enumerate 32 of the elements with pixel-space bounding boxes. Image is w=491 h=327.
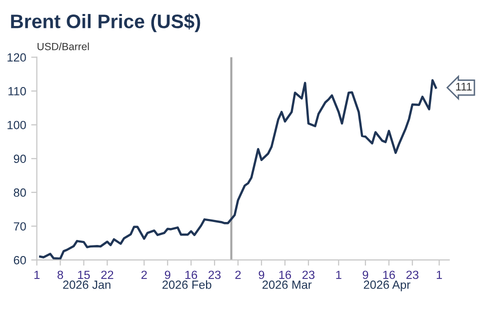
x-tick-label: 2 bbox=[141, 270, 147, 279]
y-tick-label: 90 bbox=[14, 154, 26, 163]
text: 2026 Jan bbox=[63, 280, 110, 289]
x-tick-label: 16 bbox=[185, 270, 198, 280]
text: 2026 Apr bbox=[364, 280, 410, 292]
y-axis-title: USD/Barrel bbox=[38, 42, 89, 50]
x-tick-label: 1 bbox=[436, 270, 442, 279]
x-tick-label: 15 bbox=[78, 270, 90, 280]
y-tick-label: 70 bbox=[14, 222, 26, 231]
y-tick-label: 60 bbox=[14, 256, 26, 264]
y-tick-label: 110 bbox=[8, 87, 26, 96]
x-tick-label: 9 bbox=[164, 270, 170, 280]
x-tick-label: 1 bbox=[34, 270, 40, 279]
x-tick-label: 8 bbox=[58, 270, 64, 280]
y-tick-label: 100 bbox=[8, 120, 26, 130]
chart-title: Brent Oil Price (US$) bbox=[11, 14, 200, 32]
x-tick-label: 16 bbox=[383, 270, 395, 280]
data-label: 111 bbox=[456, 82, 472, 91]
y-tick-label: 120 bbox=[8, 53, 26, 62]
x-tick-label: 9 bbox=[362, 270, 368, 280]
x-tick-label: 23 bbox=[406, 270, 418, 280]
line-series bbox=[39, 79, 437, 260]
x-tick-label: 16 bbox=[279, 270, 292, 280]
x-tick-label: 23 bbox=[208, 270, 221, 280]
x-tick-label: 9 bbox=[258, 270, 264, 280]
text: 2026 Mar bbox=[262, 280, 312, 289]
x-tick-label: 22 bbox=[101, 270, 114, 279]
y-tick-label: 80 bbox=[14, 188, 26, 197]
x-tick-label: 1 bbox=[336, 270, 342, 279]
text: 2026 Feb bbox=[162, 280, 212, 289]
x-tick-label: 2 bbox=[235, 270, 241, 279]
x-tick-label: 23 bbox=[302, 270, 314, 280]
